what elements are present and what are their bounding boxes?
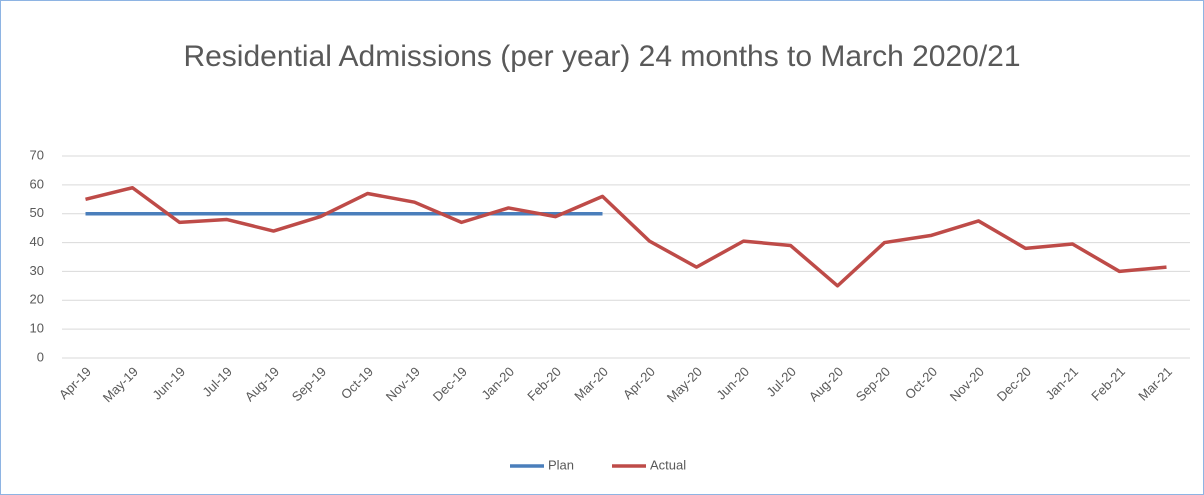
x-tick-label: Feb-21 xyxy=(1088,364,1128,404)
y-tick-label: 20 xyxy=(30,292,44,307)
y-tick-label: 70 xyxy=(30,147,44,162)
x-tick-label: Apr-19 xyxy=(56,364,94,402)
y-tick-label: 0 xyxy=(37,349,44,364)
x-tick-label: Aug-20 xyxy=(806,364,846,404)
x-tick-label: Apr-20 xyxy=(620,364,658,402)
x-tick-label: Nov-20 xyxy=(947,364,987,404)
y-tick-label: 30 xyxy=(30,263,44,278)
x-tick-label: Jan-21 xyxy=(1042,364,1081,403)
x-tick-label: Sep-20 xyxy=(853,364,893,404)
x-tick-label: Jun-19 xyxy=(149,364,188,403)
y-tick-label: 10 xyxy=(30,321,44,336)
x-tick-label: Jul-20 xyxy=(763,364,799,400)
x-tick-label: May-19 xyxy=(100,364,141,405)
x-tick-label: Oct-19 xyxy=(338,364,376,402)
x-tick-label: May-20 xyxy=(664,364,705,405)
y-tick-label: 50 xyxy=(30,205,44,220)
x-tick-label: Aug-19 xyxy=(242,364,282,404)
x-tick-label: Mar-21 xyxy=(1135,364,1175,404)
x-tick-label: Dec-20 xyxy=(994,364,1034,404)
x-tick-label: Sep-19 xyxy=(289,364,329,404)
x-tick-label: Jun-20 xyxy=(713,364,752,403)
y-tick-label: 40 xyxy=(30,234,44,249)
x-tick-label: Oct-20 xyxy=(902,364,940,402)
legend-label: Plan xyxy=(548,457,574,472)
x-tick-label: Feb-20 xyxy=(524,364,564,404)
legend-label: Actual xyxy=(650,457,686,472)
y-tick-label: 60 xyxy=(30,176,44,191)
x-tick-label: Jan-20 xyxy=(478,364,517,403)
x-tick-label: Jul-19 xyxy=(199,364,235,400)
x-tick-label: Nov-19 xyxy=(383,364,423,404)
x-tick-label: Dec-19 xyxy=(430,364,470,404)
series-line xyxy=(85,185,1167,288)
x-tick-label: Mar-20 xyxy=(571,364,611,404)
chart-title: Residential Admissions (per year) 24 mon… xyxy=(183,40,1021,73)
